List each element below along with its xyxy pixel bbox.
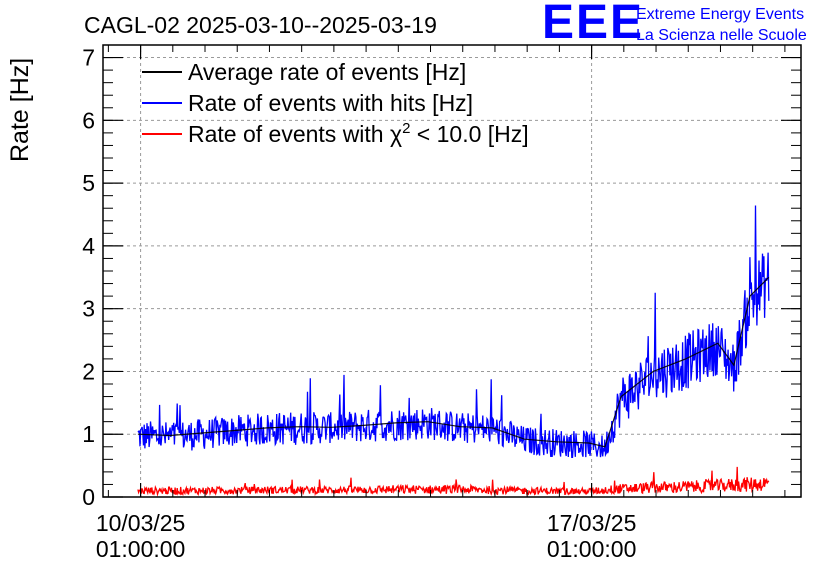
eee-logo: EEE Extreme Energy Events La Scienza nel… — [542, 0, 807, 49]
legend-label-hits: Rate of events with hits [Hz] — [188, 90, 473, 116]
y-tick-label: 6 — [82, 107, 95, 133]
y-tick-label: 3 — [82, 296, 95, 322]
y-tick-label: 4 — [82, 233, 95, 259]
y-tick-label: 0 — [82, 484, 95, 510]
eee-logo-letters: EEE — [542, 0, 644, 49]
x-tick-label-date: 17/03/25 — [547, 510, 637, 536]
series-average-line — [137, 276, 770, 448]
y-axis-label: Rate [Hz] — [6, 58, 34, 162]
series-chi2-line — [137, 466, 770, 497]
legend: Average rate of events [Hz] Rate of even… — [142, 59, 529, 147]
eee-logo-line2: La Scienza nelle Scuole — [636, 27, 807, 44]
x-tick-label-time: 01:00:00 — [96, 536, 186, 562]
y-tick-label: 2 — [82, 358, 95, 384]
chart-title: CAGL-02 2025-03-10--2025-03-19 — [84, 12, 437, 38]
axes — [102, 44, 802, 498]
y-tick-label: 5 — [82, 170, 95, 196]
plot-frame — [102, 44, 802, 498]
x-tick-label-date: 10/03/25 — [96, 510, 186, 536]
legend-label-chi2: Rate of events with χ2 < 10.0 [Hz] — [188, 120, 529, 147]
y-tick-label: 1 — [82, 421, 95, 447]
eee-logo-line1: Extreme Energy Events — [636, 6, 804, 23]
legend-label-average: Average rate of events [Hz] — [188, 59, 466, 85]
series-layer — [137, 205, 770, 497]
series-hits-line — [137, 205, 770, 458]
x-tick-label-time: 01:00:00 — [547, 536, 637, 562]
y-tick-labels: 0 1 2 3 4 5 6 7 — [82, 45, 95, 510]
y-tick-label: 7 — [82, 45, 95, 71]
grid-lines — [103, 45, 801, 497]
